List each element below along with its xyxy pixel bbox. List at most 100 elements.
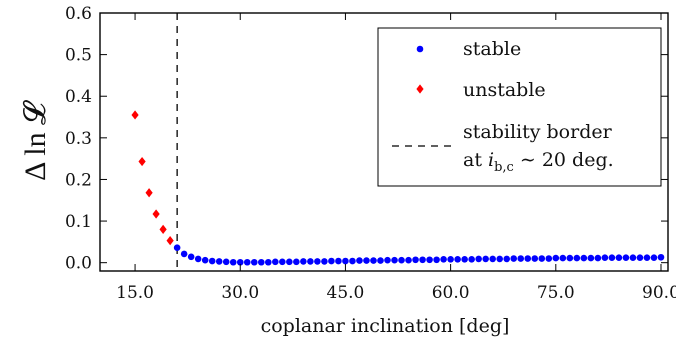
y-tick-label: 0.6 bbox=[65, 4, 92, 24]
stable-point bbox=[587, 254, 595, 262]
stable-point bbox=[447, 256, 454, 263]
stable-point bbox=[426, 256, 433, 264]
stable-point bbox=[391, 256, 398, 264]
stable-point bbox=[229, 258, 237, 266]
stable-point bbox=[657, 253, 665, 261]
stable-point bbox=[370, 257, 377, 264]
stable-point bbox=[279, 258, 286, 266]
unstable-point bbox=[138, 156, 146, 167]
stable-point bbox=[489, 255, 496, 263]
stable-point bbox=[180, 250, 188, 258]
unstable-point bbox=[159, 224, 167, 234]
legend-border-symbol: i bbox=[488, 149, 494, 171]
stable-point bbox=[608, 254, 616, 261]
stable-point bbox=[314, 258, 321, 265]
stable-point bbox=[405, 256, 412, 264]
plot-frame bbox=[99, 12, 669, 272]
stable-point bbox=[573, 254, 581, 262]
stable-point bbox=[222, 258, 230, 266]
stable-point bbox=[335, 257, 342, 265]
unstable-point bbox=[166, 236, 174, 246]
stable-point bbox=[615, 254, 623, 261]
stable-point bbox=[356, 257, 363, 264]
x-tick-label: 90.0 bbox=[642, 283, 676, 303]
stable-point bbox=[363, 257, 370, 264]
stable-point bbox=[286, 258, 293, 266]
stable-point bbox=[440, 256, 447, 263]
stable-point bbox=[215, 258, 223, 265]
legend-unstable-marker bbox=[416, 84, 424, 94]
stable-point bbox=[250, 258, 258, 266]
stable-point bbox=[243, 258, 251, 266]
stable-point bbox=[419, 256, 426, 264]
stable-point bbox=[503, 255, 511, 263]
stable-point bbox=[272, 258, 279, 266]
x-tick-label: 60.0 bbox=[432, 283, 470, 303]
stable-point bbox=[377, 257, 384, 264]
unstable-series bbox=[131, 110, 174, 246]
stable-point bbox=[636, 254, 644, 261]
unstable-point bbox=[145, 188, 153, 198]
stable-point bbox=[468, 256, 475, 263]
stable-point bbox=[594, 254, 602, 262]
legend-frame bbox=[377, 27, 662, 187]
legend-unstable-diamond bbox=[416, 84, 424, 94]
stable-point bbox=[307, 258, 314, 265]
x-tick-label: 15.0 bbox=[116, 283, 154, 303]
x-tick-label: 75.0 bbox=[537, 283, 575, 303]
stable-point bbox=[517, 255, 525, 262]
y-tick-label: 0.5 bbox=[65, 46, 92, 66]
legend-stable-marker bbox=[416, 45, 424, 53]
stable-point bbox=[201, 256, 209, 264]
axis-ticks: 15.0 30.0 45.0 60.0 75.0 90.0 0.0 0.1 0.2 0.3 0.4 0… bbox=[65, 4, 676, 303]
stable-point bbox=[622, 254, 630, 261]
stable-series bbox=[173, 244, 665, 266]
stable-point bbox=[257, 258, 265, 266]
stable-point bbox=[461, 256, 468, 263]
stable-point bbox=[321, 258, 328, 265]
stable-point bbox=[236, 258, 244, 266]
stable-point bbox=[173, 244, 181, 251]
stable-point bbox=[475, 255, 482, 263]
stable-point bbox=[538, 255, 546, 262]
stable-point bbox=[349, 257, 356, 265]
stable-point bbox=[643, 254, 651, 261]
stable-point bbox=[208, 257, 216, 265]
y-tick-label: 0.0 bbox=[65, 254, 92, 274]
stable-point bbox=[187, 253, 195, 261]
stable-point bbox=[482, 255, 489, 263]
stable-point bbox=[433, 256, 440, 264]
stable-point bbox=[454, 256, 461, 263]
stable-point bbox=[342, 257, 349, 265]
stable-point bbox=[524, 255, 532, 262]
x-tick-label: 30.0 bbox=[221, 283, 259, 303]
stable-point bbox=[629, 254, 637, 261]
stable-point bbox=[328, 257, 335, 265]
legend-unstable-label: unstable bbox=[463, 79, 546, 101]
legend-border-suffix: ∼ 20 deg. bbox=[514, 149, 614, 171]
stable-point bbox=[566, 254, 574, 262]
unstable-point bbox=[152, 209, 160, 219]
legend-border-label-line2: at ib,c ∼ 20 deg. bbox=[463, 149, 614, 175]
plot-area bbox=[99, 12, 669, 272]
stable-point bbox=[384, 256, 391, 264]
legend: stable unstable stability border at ib,c… bbox=[377, 27, 662, 187]
stable-point bbox=[531, 255, 539, 262]
legend-border-prefix: at bbox=[463, 149, 488, 171]
stable-point bbox=[300, 258, 307, 265]
x-axis-label: coplanar inclination [deg] bbox=[261, 315, 510, 337]
y-tick-label: 0.4 bbox=[65, 87, 92, 107]
stable-point bbox=[552, 254, 560, 262]
legend-stable-label: stable bbox=[463, 38, 521, 60]
y-tick-label: 0.2 bbox=[65, 170, 92, 190]
stable-point bbox=[264, 258, 272, 266]
stable-point bbox=[496, 255, 504, 263]
stable-point bbox=[559, 254, 567, 262]
x-tick-label: 45.0 bbox=[327, 283, 365, 303]
legend-border-label-line1: stability border bbox=[463, 121, 613, 143]
legend-border-subscript: b,c bbox=[494, 160, 514, 175]
legend-stable-dot bbox=[416, 45, 424, 53]
y-axis-label: Δ ln 𝓛 bbox=[19, 100, 52, 181]
stable-point bbox=[580, 254, 588, 262]
